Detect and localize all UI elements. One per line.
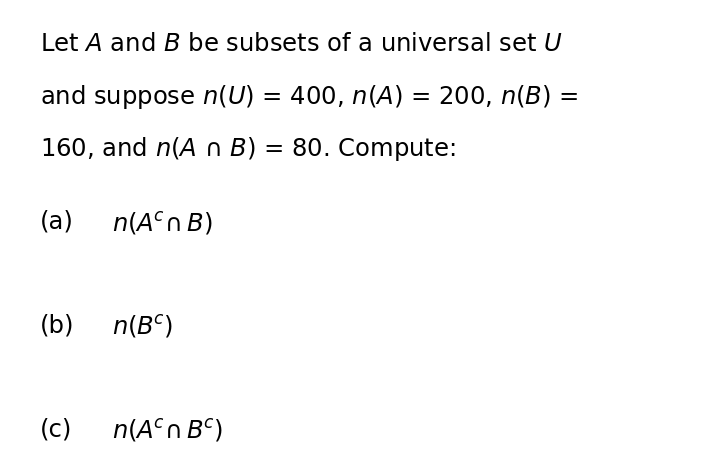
Text: $\mathit{n}$($\mathit{A}$$^{c}\!\cap \mathit{B}$): $\mathit{n}$($\mathit{A}$$^{c}\!\cap \ma… <box>112 210 212 237</box>
Text: $\mathit{n}$($\mathit{A}$$^{c}\!\cap \mathit{B}$$^{c}$): $\mathit{n}$($\mathit{A}$$^{c}\!\cap \ma… <box>112 417 223 444</box>
Text: and suppose $\mathit{n}$($\mathit{U}$) = 400, $\mathit{n}$($\mathit{A}$) = 200, : and suppose $\mathit{n}$($\mathit{U}$) =… <box>40 83 578 111</box>
Text: (c): (c) <box>40 417 72 441</box>
Text: 160, and $\mathit{n}$($\mathit{A}$ $\cap$ $\mathit{B}$) = 80. Compute:: 160, and $\mathit{n}$($\mathit{A}$ $\cap… <box>40 135 455 163</box>
Text: $\mathit{n}$($\mathit{B}$$^{c}$): $\mathit{n}$($\mathit{B}$$^{c}$) <box>112 313 173 341</box>
Text: Let $\mathit{A}$ and $\mathit{B}$ be subsets of a universal set $\mathit{U}$: Let $\mathit{A}$ and $\mathit{B}$ be sub… <box>40 32 562 55</box>
Text: (b): (b) <box>40 313 74 337</box>
Text: (a): (a) <box>40 210 73 234</box>
